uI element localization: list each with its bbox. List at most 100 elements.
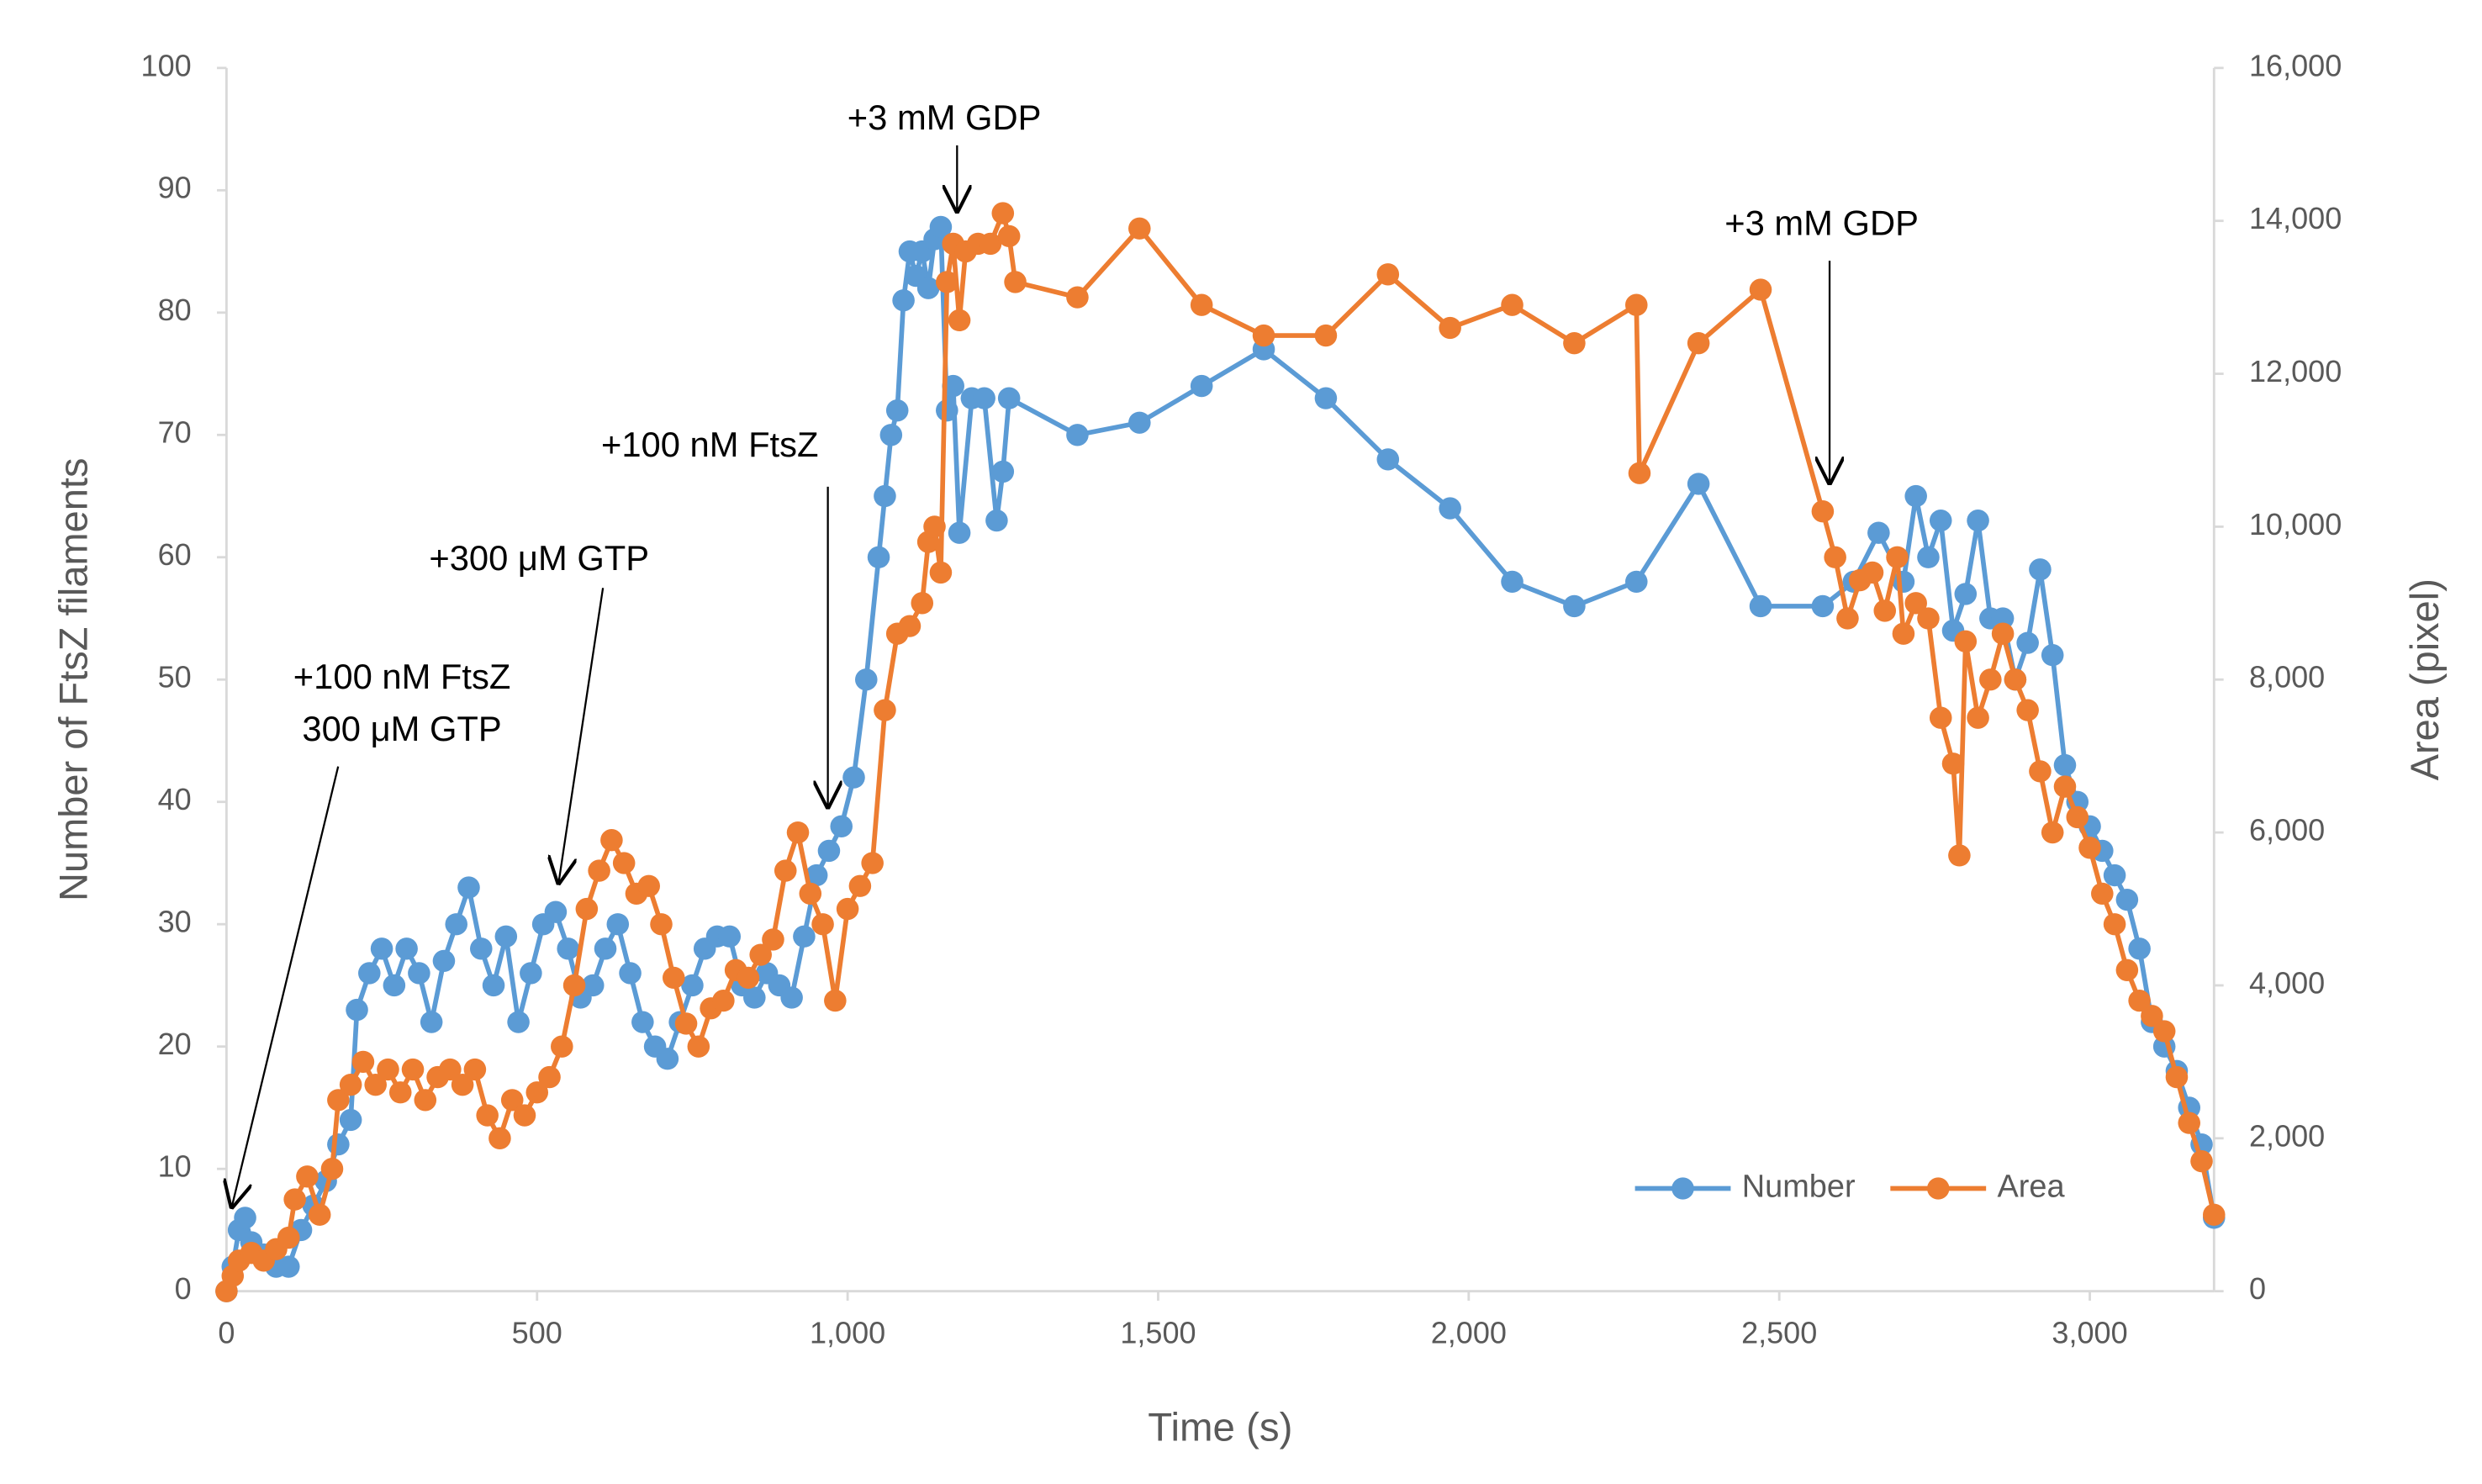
data-point — [637, 874, 661, 897]
data-point — [892, 289, 915, 312]
series-markers — [215, 215, 2226, 1302]
data-point — [743, 986, 766, 1009]
data-point — [296, 1165, 319, 1188]
data-point — [1628, 462, 1651, 484]
data-point — [824, 989, 847, 1012]
data-point — [2066, 805, 2089, 829]
data-point — [1439, 316, 1461, 340]
data-point — [1836, 607, 1859, 630]
data-point — [1967, 509, 1989, 532]
data-point — [600, 829, 623, 852]
data-point — [1687, 473, 1710, 495]
y-tick-label: 10 — [158, 1150, 192, 1184]
data-point — [979, 232, 1002, 256]
y2-tick-label: 10,000 — [2249, 508, 2342, 541]
data-point — [562, 974, 586, 997]
data-point — [1687, 332, 1710, 355]
y2-tick-label: 4,000 — [2249, 967, 2325, 1001]
data-point — [234, 1207, 256, 1229]
data-point — [2152, 1020, 2176, 1043]
data-point — [1979, 668, 2002, 691]
data-point — [395, 937, 418, 960]
data-point — [1314, 387, 1338, 409]
data-point — [1886, 546, 1909, 568]
data-point — [948, 521, 971, 544]
y2-tick-label: 6,000 — [2249, 814, 2325, 848]
data-point — [861, 852, 884, 874]
data-point — [1501, 570, 1524, 594]
data-point — [401, 1058, 425, 1081]
data-point — [1749, 278, 1772, 301]
data-point — [936, 271, 958, 293]
data-point — [327, 1089, 350, 1112]
data-point — [1252, 324, 1275, 347]
data-point — [973, 387, 995, 409]
y-tick-label: 80 — [158, 293, 192, 327]
data-point — [830, 815, 853, 837]
y-tick-label: 20 — [158, 1027, 192, 1061]
data-point — [451, 1074, 474, 1096]
y-tick-label: 0 — [175, 1272, 192, 1306]
data-point — [997, 224, 1021, 248]
data-point — [525, 1081, 549, 1104]
data-point — [749, 943, 772, 966]
data-point — [817, 839, 841, 863]
data-point — [1563, 332, 1586, 355]
x-tick-label: 1,500 — [1120, 1317, 1196, 1350]
data-point — [2053, 753, 2077, 777]
data-point — [377, 1058, 399, 1081]
legend-label: Area — [1997, 1170, 2064, 1205]
data-point — [1892, 622, 1915, 645]
data-point — [929, 561, 953, 584]
data-point — [364, 1074, 387, 1096]
data-point — [1314, 324, 1338, 347]
data-point — [929, 215, 953, 239]
data-point — [557, 937, 579, 960]
data-point — [1948, 844, 1971, 867]
data-point — [1190, 293, 1213, 316]
y-tick-label: 60 — [158, 538, 192, 572]
data-point — [1867, 521, 1890, 544]
data-point — [780, 986, 803, 1009]
data-point — [2141, 1005, 2163, 1027]
data-point — [923, 515, 946, 538]
data-point — [1128, 217, 1151, 240]
data-point — [1941, 753, 1965, 775]
data-point — [588, 859, 610, 882]
data-point — [712, 989, 735, 1012]
data-point — [612, 852, 636, 874]
data-point — [370, 937, 393, 960]
data-point — [320, 1158, 344, 1180]
data-point — [308, 1203, 331, 1226]
data-point — [848, 874, 872, 897]
x-tick-label: 1,000 — [810, 1317, 885, 1350]
annotation-arrow — [231, 766, 340, 1209]
data-point — [520, 962, 542, 985]
data-point — [1824, 546, 1846, 568]
x-tick-label: 2,500 — [1741, 1317, 1817, 1350]
data-point — [476, 1104, 499, 1127]
legend-marker — [1671, 1177, 1694, 1200]
data-point — [469, 937, 493, 960]
legend-label: Number — [1742, 1170, 1856, 1205]
series-line — [224, 225, 2217, 1292]
data-point — [432, 949, 456, 973]
data-point — [500, 1089, 524, 1112]
data-point — [544, 900, 568, 923]
data-point — [879, 424, 903, 446]
y2-tick-label: 2,000 — [2249, 1119, 2325, 1153]
data-point — [650, 913, 673, 936]
data-point — [991, 460, 1015, 483]
data-point — [885, 399, 909, 422]
data-point — [2091, 882, 2114, 906]
data-point — [1967, 706, 1989, 729]
data-point — [2115, 888, 2139, 911]
data-point — [793, 925, 816, 948]
data-point — [482, 974, 505, 997]
data-point — [507, 1011, 530, 1033]
data-point — [774, 859, 797, 882]
data-point — [948, 309, 971, 332]
data-point — [2053, 775, 2077, 798]
data-point — [681, 974, 704, 997]
